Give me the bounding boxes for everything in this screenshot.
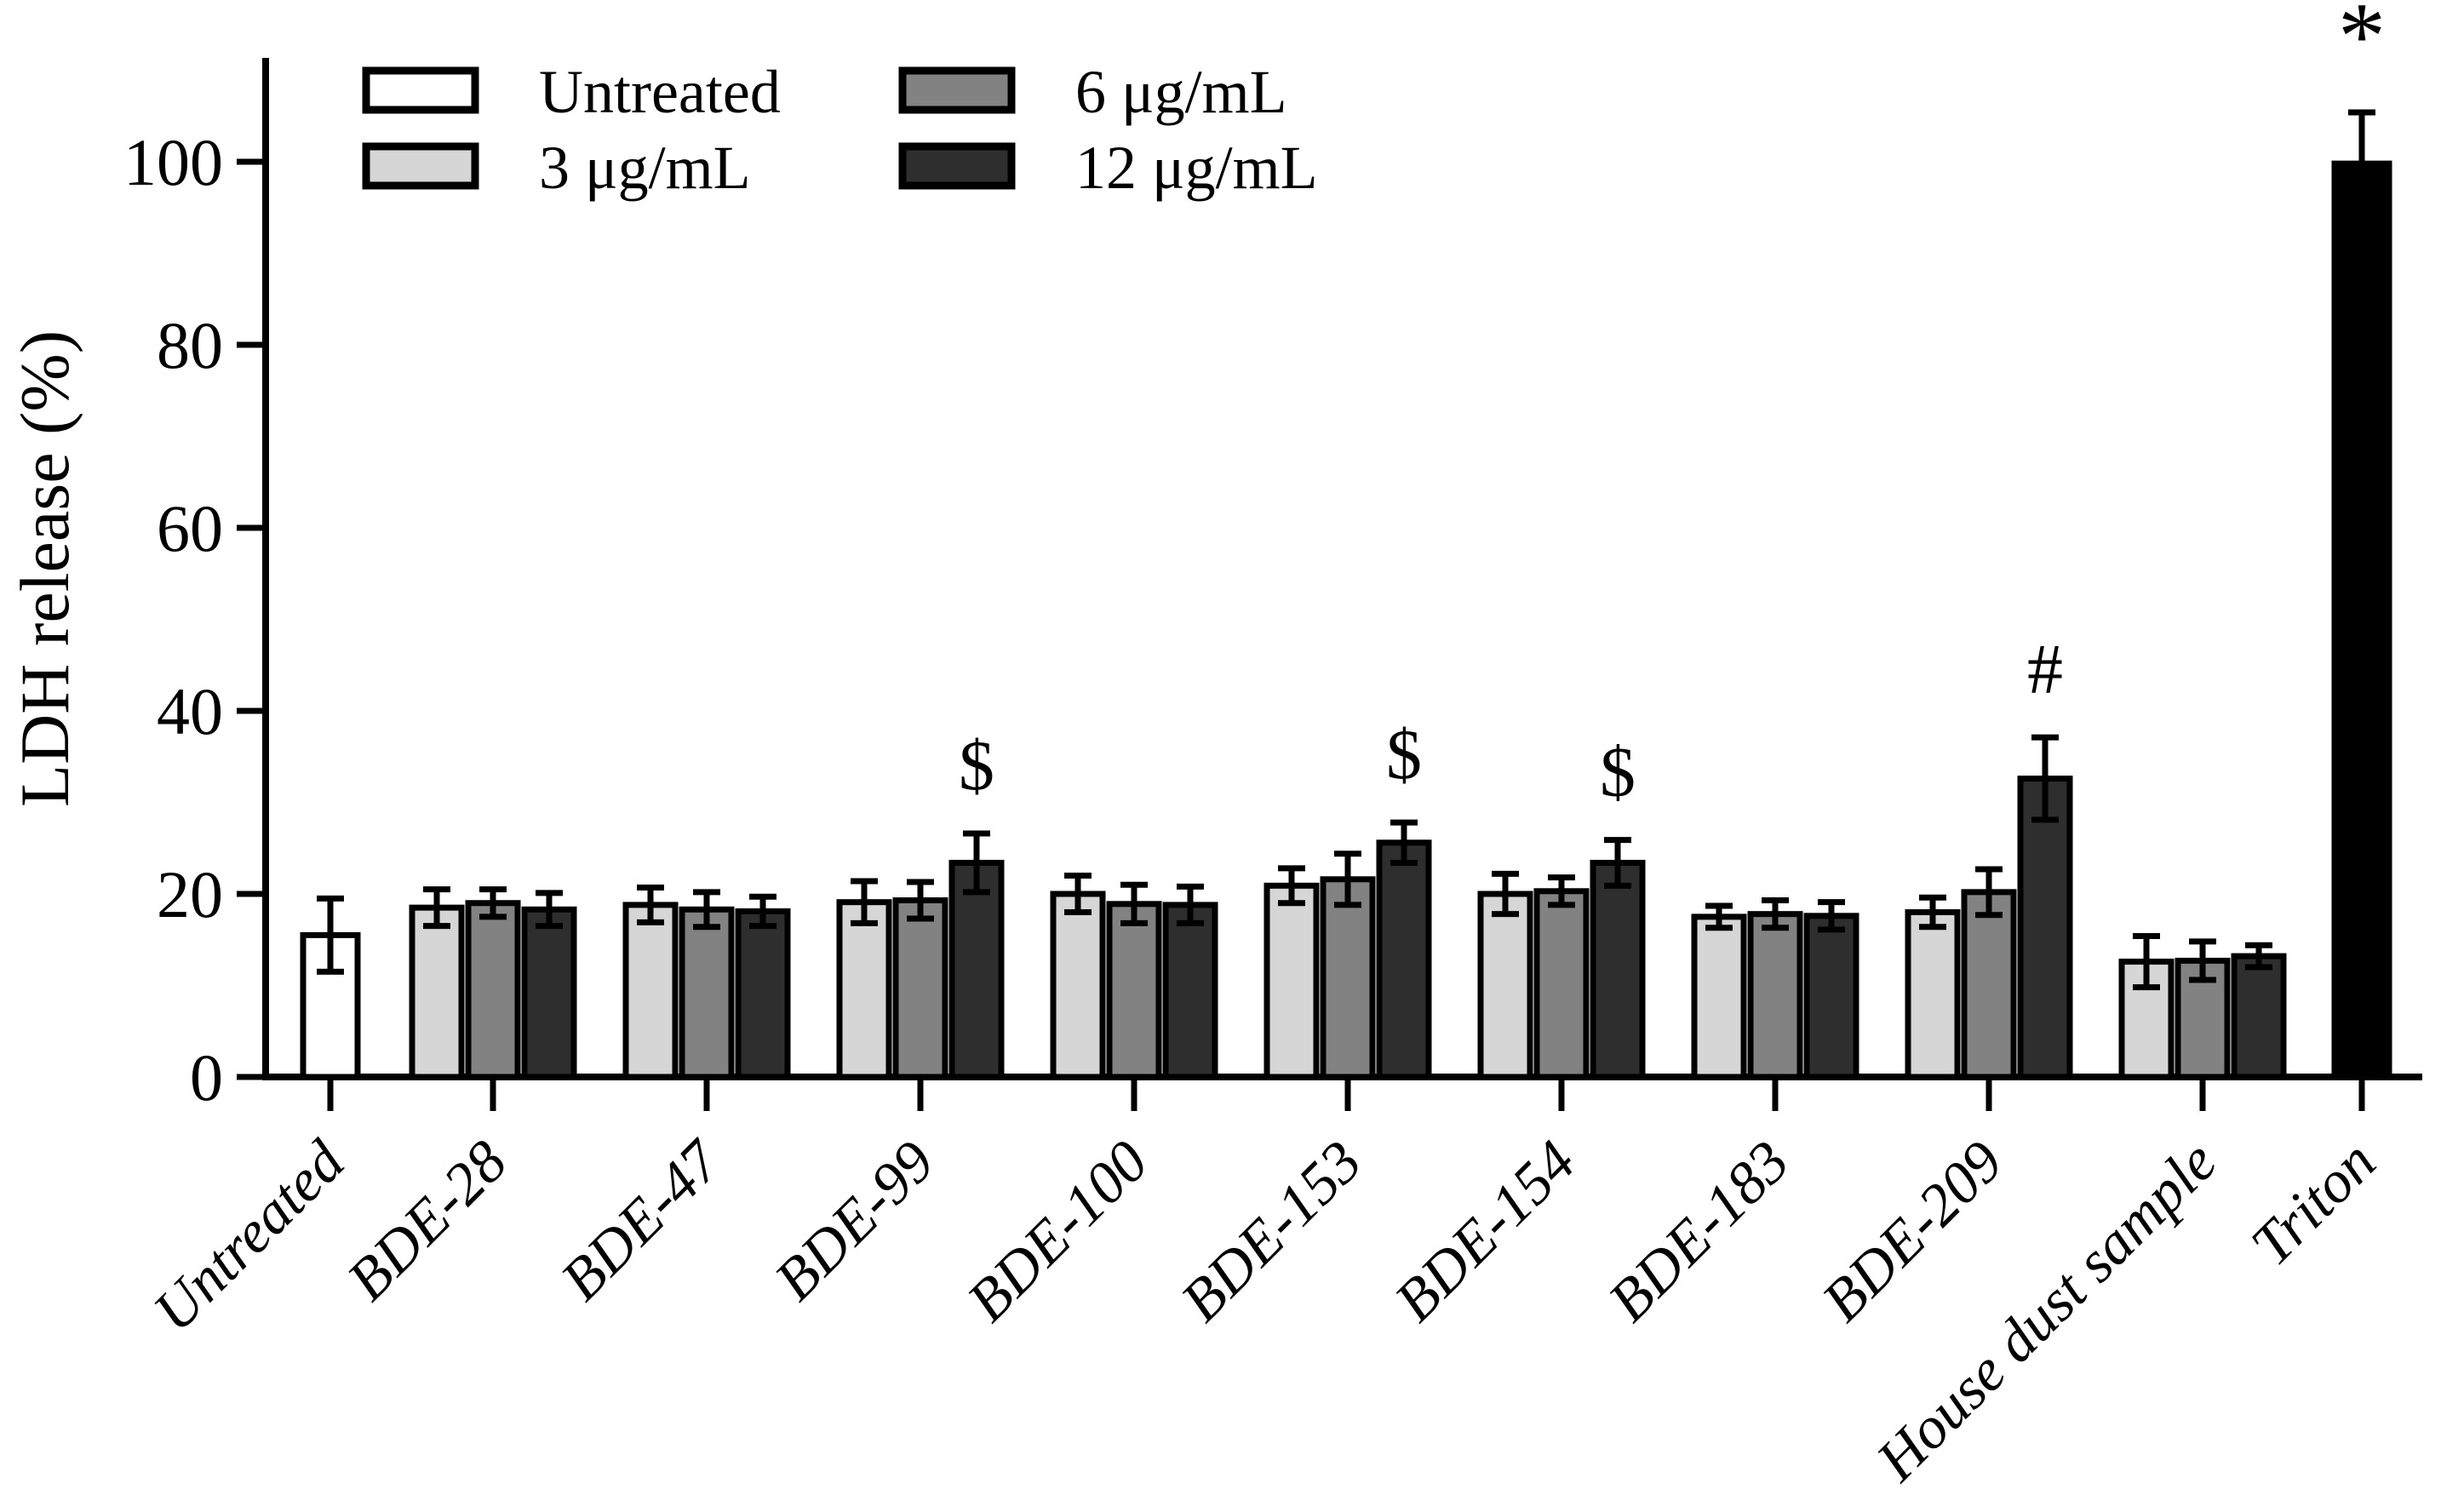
bar-bde-47-3-g-ml — [622, 902, 679, 1080]
bar-bde-100-3-g-ml — [1050, 891, 1106, 1080]
error-bar-triton-triton — [2348, 109, 2375, 218]
y-axis-title: LDH release (%) — [6, 330, 83, 807]
x-label-untreated: Untreated — [141, 1128, 358, 1344]
annotation-bde-99: $ — [959, 726, 994, 805]
legend-label-untreated: Untreated — [539, 58, 781, 126]
error-bar-bde-154-3-g-ml — [1492, 870, 1519, 918]
x-label-bde-47: BDE-47 — [549, 1127, 736, 1314]
error-bar-bde-154-12-g-ml — [1604, 837, 1631, 889]
error-bar-bde-100-3-g-ml — [1064, 873, 1092, 915]
error-bar-bde-183-12-g-ml — [1818, 899, 1845, 933]
x-label-bde-100: BDE-100 — [955, 1129, 1160, 1334]
legend-label-3-g-ml: 3 μg/mL — [539, 134, 751, 202]
error-bar-house-dust-sample-12-g-ml — [2245, 942, 2272, 971]
error-bar-bde-28-12-g-ml — [536, 890, 563, 930]
bar-bde-183-6-g-ml — [1747, 911, 1803, 1080]
bar-bde-183-3-g-ml — [1691, 914, 1747, 1080]
bar-bde-100-6-g-ml — [1106, 901, 1162, 1080]
error-bar-bde-28-6-g-ml — [479, 886, 507, 920]
bar-bde-153-12-g-ml — [1376, 839, 1432, 1080]
annotation-triton: * — [2338, 0, 2386, 89]
error-bar-bde-209-3-g-ml — [1919, 894, 1946, 931]
bar-bde-99-12-g-ml — [948, 859, 1005, 1080]
bar-bde-28-3-g-ml — [409, 904, 465, 1080]
legend-label-6-g-ml: 6 μg/mL — [1075, 58, 1287, 126]
annotation-bde-154: $ — [1600, 733, 1636, 812]
bar-bde-183-12-g-ml — [1803, 913, 1859, 1080]
error-bar-bde-183-3-g-ml — [1705, 902, 1733, 931]
error-bar-bde-99-3-g-ml — [851, 878, 878, 926]
error-bar-bde-153-6-g-ml — [1334, 850, 1361, 908]
x-label-bde-99: BDE-99 — [763, 1129, 948, 1314]
y-tick-label-20: 20 — [157, 857, 223, 931]
error-bar-bde-28-3-g-ml — [423, 886, 450, 930]
legend-swatch-6-g-ml — [898, 66, 1016, 114]
bar-bde-154-6-g-ml — [1533, 888, 1590, 1080]
error-bar-bde-99-12-g-ml — [963, 830, 990, 896]
annotation-bde-209: # — [2027, 630, 2063, 709]
error-bar-bde-47-6-g-ml — [693, 889, 720, 931]
bar-bde-28-12-g-ml — [521, 906, 577, 1080]
bar-bde-99-3-g-ml — [836, 899, 892, 1080]
legend-swatch-3-g-ml — [362, 142, 479, 190]
error-bar-bde-153-12-g-ml — [1390, 819, 1418, 866]
bar-bde-28-6-g-ml — [465, 900, 521, 1080]
error-bar-house-dust-sample-3-g-ml — [2133, 932, 2160, 991]
error-bar-bde-153-3-g-ml — [1278, 865, 1305, 907]
y-tick-label-40: 40 — [157, 674, 223, 748]
x-label-bde-28: BDE-28 — [335, 1129, 520, 1314]
x-label-triton: Triton — [2239, 1129, 2389, 1279]
legend-swatch-untreated — [362, 66, 479, 114]
bar-bde-209-3-g-ml — [1905, 909, 1961, 1080]
bar-bde-99-6-g-ml — [892, 897, 948, 1080]
x-label-bde-153: BDE-153 — [1169, 1129, 1374, 1334]
y-tick-labels: 0 20 40 60 80 100 — [123, 125, 223, 1114]
x-label-bde-154: BDE-154 — [1383, 1129, 1588, 1334]
annotation-bde-153: $ — [1386, 715, 1422, 794]
legend-label-12-g-ml: 12 μg/mL — [1075, 134, 1318, 202]
error-bar-bde-154-6-g-ml — [1548, 874, 1575, 908]
error-bar-bde-100-12-g-ml — [1177, 883, 1204, 926]
bar-bde-153-6-g-ml — [1320, 876, 1376, 1080]
error-bars-layer — [317, 109, 2375, 991]
bar-bde-153-3-g-ml — [1263, 882, 1320, 1080]
y-tick-label-80: 80 — [157, 308, 223, 382]
legend-swatch-12-g-ml — [898, 142, 1016, 190]
error-bar-bde-209-12-g-ml — [2031, 734, 2059, 823]
error-bar-bde-47-12-g-ml — [749, 893, 776, 930]
y-tick-label-60: 60 — [157, 491, 223, 565]
y-tick-label-0: 0 — [190, 1040, 223, 1114]
error-bar-untreated-untreated — [317, 895, 344, 975]
bar-bde-209-6-g-ml — [1961, 889, 2017, 1080]
bar-bde-47-12-g-ml — [735, 908, 791, 1080]
bar-triton-triton — [2331, 160, 2392, 1080]
error-bar-bde-100-6-g-ml — [1120, 881, 1148, 926]
y-tick-label-100: 100 — [123, 125, 223, 199]
x-label-bde-183: BDE-183 — [1596, 1129, 1802, 1334]
bar-bde-100-12-g-ml — [1162, 902, 1218, 1080]
bar-bde-154-12-g-ml — [1590, 859, 1646, 1080]
error-bar-bde-209-6-g-ml — [1975, 866, 2003, 919]
error-bar-bde-99-6-g-ml — [907, 879, 934, 922]
bar-bde-154-3-g-ml — [1477, 891, 1533, 1080]
error-bar-bde-183-6-g-ml — [1762, 897, 1789, 931]
bar-bde-209-12-g-ml — [2017, 776, 2073, 1080]
legend: Untreated 3 μg/mL 6 μg/mL 12 μg/mL — [362, 58, 1318, 202]
bar-house-dust-sample-12-g-ml — [2231, 953, 2287, 1080]
x-label-bde-209: BDE-209 — [1810, 1129, 2015, 1334]
error-bar-bde-47-3-g-ml — [637, 884, 664, 925]
error-bar-house-dust-sample-6-g-ml — [2189, 938, 2216, 983]
bars-layer — [300, 160, 2392, 1080]
bar-bde-47-6-g-ml — [679, 906, 735, 1080]
annotations: $ $ $ # * — [959, 0, 2386, 812]
